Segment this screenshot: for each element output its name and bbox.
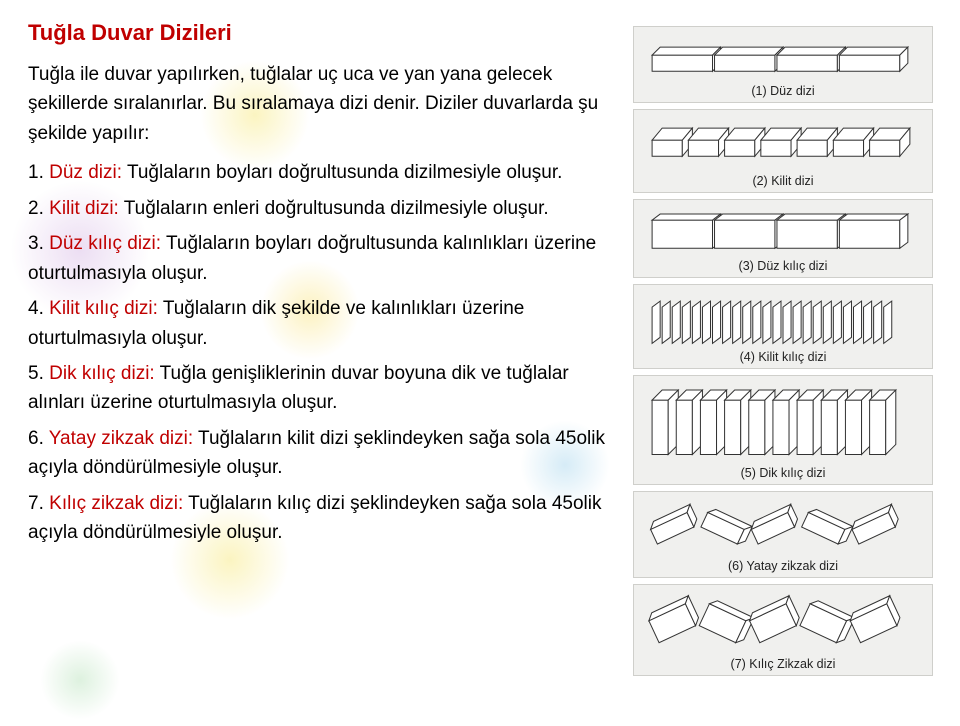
figure-caption: (4) Kilit kılıç dizi [642,350,924,364]
figure-kilit-kilic-dizi: (4) Kilit kılıç dizi [633,284,933,369]
figure-caption: (1) Düz dizi [642,84,924,98]
item-number: 7. [28,493,44,514]
page: Tuğla Duvar Dizileri Tuğla ile duvar yap… [0,0,960,726]
brick-diagram-icon [642,591,924,653]
list-item: 4. Kilit kılıç dizi: Tuğlaların dik şeki… [28,294,615,353]
figure-duz-dizi: (1) Düz dizi [633,26,933,103]
figure-column: (1) Düz dizi (2) Kilit dizi (3) Düz kılı… [633,20,933,706]
brick-diagram-icon [642,33,924,81]
list-item: 6. Yatay zikzak dizi: Tuğlaların kilit d… [28,424,615,483]
list-item: 1. Düz dizi: Tuğlaların boyları doğrultu… [28,158,615,187]
figure-kilit-dizi: (2) Kilit dizi [633,109,933,192]
item-number: 4. [28,298,44,319]
figure-dik-kilic-dizi: (5) Dik kılıç dizi [633,375,933,485]
brick-diagram-icon [642,206,924,256]
item-desc: Tuğlaların boyları doğrultusunda dizilme… [127,162,562,183]
figure-caption: (5) Dik kılıç dizi [642,466,924,480]
item-term: Dik kılıç dizi: [49,363,155,384]
figure-caption: (7) Kılıç Zikzak dizi [642,657,924,671]
page-title: Tuğla Duvar Dizileri [28,20,615,46]
figure-yatay-zikzak-dizi: (6) Yatay zikzak dizi [633,491,933,578]
item-term: Düz kılıç dizi: [49,233,161,254]
figure-kilic-zikzak-dizi: (7) Kılıç Zikzak dizi [633,584,933,675]
list-item: 2. Kilit dizi: Tuğlaların enleri doğrult… [28,194,615,223]
brick-diagram-icon [642,291,924,347]
item-number: 6. [28,428,44,449]
item-number: 5. [28,363,44,384]
list-item: 5. Dik kılıç dizi: Tuğla genişliklerinin… [28,359,615,418]
item-term: Kılıç zikzak dizi: [49,493,183,514]
text-column: Tuğla Duvar Dizileri Tuğla ile duvar yap… [28,20,633,706]
figure-caption: (3) Düz kılıç dizi [642,259,924,273]
item-desc: Tuğlaların enleri doğrultusunda dizilmes… [124,198,549,219]
definition-list: 1. Düz dizi: Tuğlaların boyları doğrultu… [28,158,615,547]
item-number: 1. [28,162,44,183]
item-number: 2. [28,198,44,219]
brick-diagram-icon [642,116,924,170]
item-term: Düz dizi: [49,162,122,183]
item-term: Kilit dizi: [49,198,119,219]
intro-paragraph: Tuğla ile duvar yapılırken, tuğlalar uç … [28,60,615,148]
brick-diagram-icon [642,498,924,556]
list-item: 7. Kılıç zikzak dizi: Tuğlaların kılıç d… [28,489,615,548]
list-item: 3. Düz kılıç dizi: Tuğlaların boyları do… [28,229,615,288]
figure-duz-kilic-dizi: (3) Düz kılıç dizi [633,199,933,278]
figure-caption: (2) Kilit dizi [642,174,924,188]
item-term: Yatay zikzak dizi: [49,428,193,449]
item-term: Kilit kılıç dizi: [49,298,158,319]
figure-caption: (6) Yatay zikzak dizi [642,559,924,573]
brick-diagram-icon [642,382,924,463]
item-number: 3. [28,233,44,254]
